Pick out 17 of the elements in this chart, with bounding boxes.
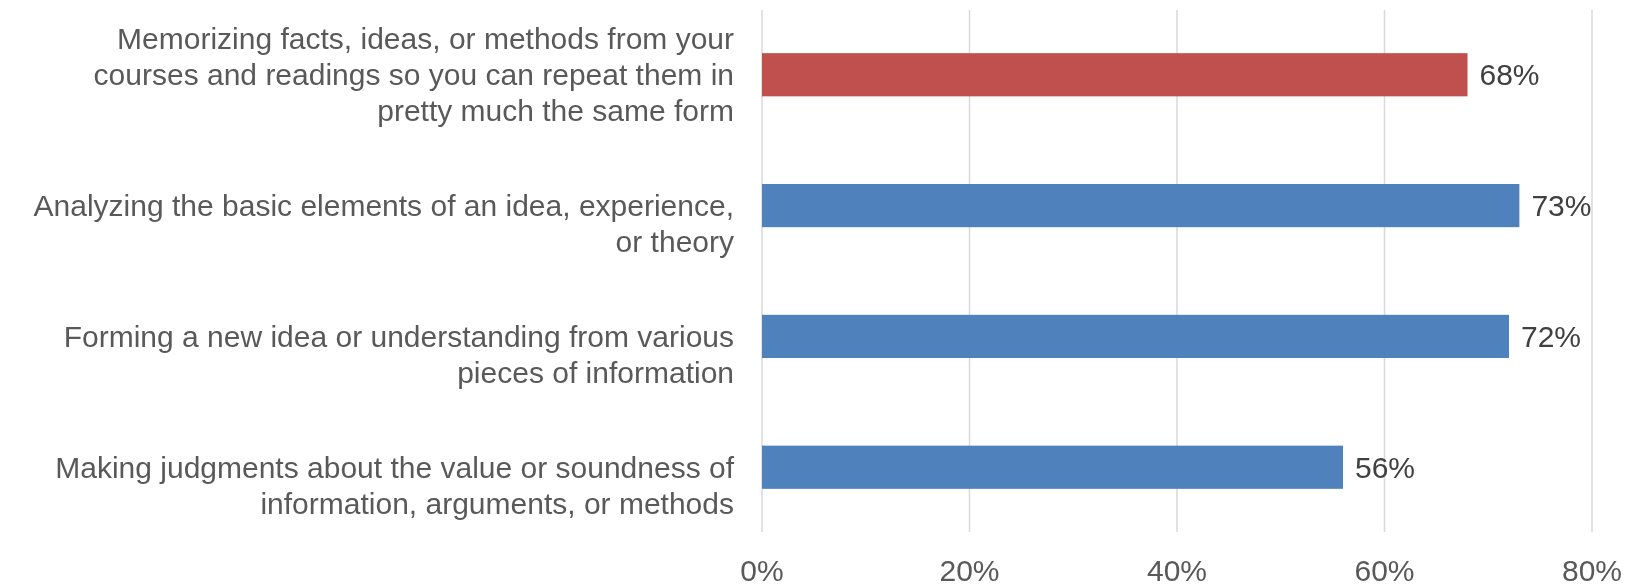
- bar: [762, 445, 1343, 489]
- x-tick-label: 20%: [939, 554, 1000, 587]
- data-label: 56%: [1355, 450, 1416, 484]
- y-tick-label: Forming a new idea or understanding from various pieces of information: [63, 319, 734, 389]
- bar: [762, 314, 1509, 358]
- y-tick-label: Making judgments about the value or soundness of information, arguments, or methods: [55, 450, 735, 520]
- x-tick-label: 80%: [1561, 554, 1623, 587]
- y-tick-label: Analyzing the basic elements of an idea, experience, or theory: [33, 189, 734, 259]
- y-tick-label: Memorizing facts, ideas, or methods from your courses and readings so you can repeat them in pretty much the same form: [93, 22, 735, 128]
- bar: [762, 184, 1520, 228]
- data-label: 73%: [1531, 189, 1592, 223]
- data-label: 72%: [1521, 319, 1582, 353]
- x-tick-label: 60%: [1354, 554, 1415, 587]
- bar: [762, 53, 1468, 97]
- x-tick-label: 40%: [1146, 554, 1208, 587]
- x-tick-label: 0%: [740, 554, 784, 587]
- data-label: 68%: [1479, 58, 1540, 92]
